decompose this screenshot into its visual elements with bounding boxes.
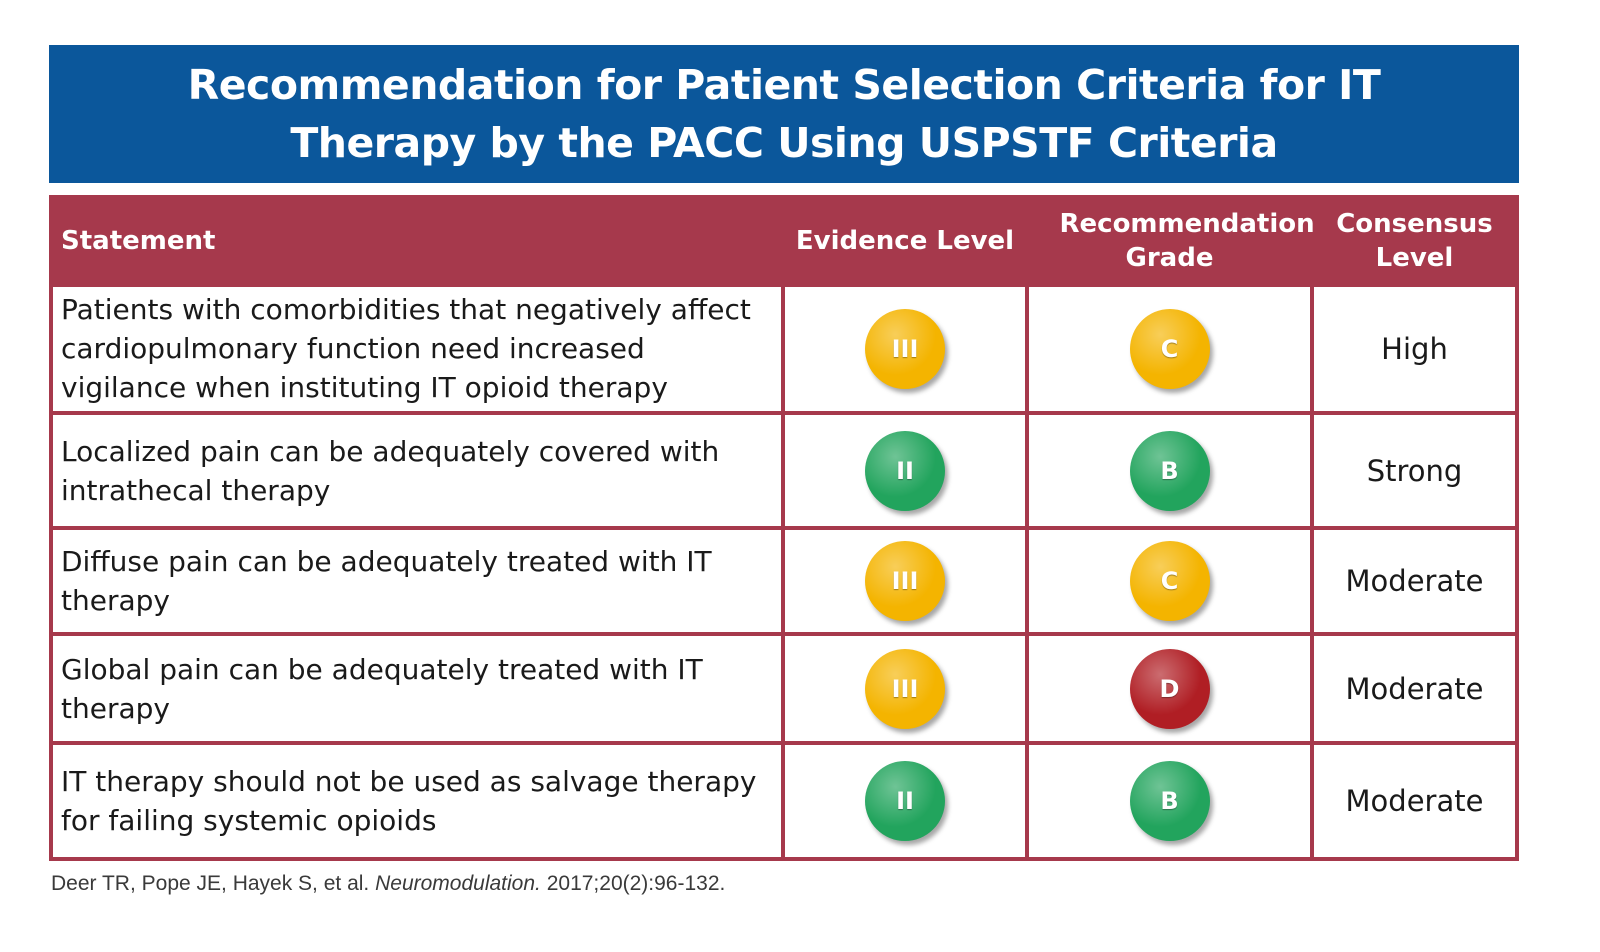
recommendation-grade-badge: C (1129, 308, 1210, 389)
table-row: Global pain can be adequately treated wi… (53, 635, 1515, 742)
table-row: Diffuse pain can be adequately treated w… (53, 530, 1515, 632)
grade-cell: B (1029, 414, 1310, 527)
table-row: Patients with comorbidities that negativ… (53, 287, 1515, 411)
citation-details: 2017;20(2):96-132. (546, 872, 726, 895)
statement-cell: IT therapy should not be used as salvage… (53, 745, 781, 857)
evidence-level-badge: III (865, 308, 945, 389)
citation-authors: Deer TR, Pope JE, Hayek S, et al. (51, 872, 370, 895)
table-header-row: Statement Evidence Level Recommendation … (53, 199, 1515, 283)
statement-cell: Global pain can be adequately treated wi… (53, 635, 781, 742)
header-recommendation-grade-label: Recommendation Grade (1059, 209, 1315, 273)
recommendation-grade-badge: D (1129, 648, 1210, 729)
slide-title: Recommendation for Patient Selection Cri… (187, 61, 1381, 167)
recommendation-table: Statement Evidence Level Recommendation … (49, 195, 1519, 861)
header-evidence-level: Evidence Level (795, 226, 1015, 256)
citation-journal: Neuromodulation. (375, 872, 541, 895)
grade-cell: D (1029, 635, 1310, 742)
grade-cell: C (1029, 530, 1310, 632)
consensus-cell: Moderate (1314, 530, 1515, 632)
evidence-level-badge: III (865, 648, 945, 729)
evidence-cell: II (785, 414, 1025, 527)
consensus-cell: High (1314, 287, 1515, 411)
title-banner: Recommendation for Patient Selection Cri… (49, 45, 1519, 183)
header-recommendation-grade: Recommendation Grade (1029, 199, 1315, 283)
recommendation-grade-badge: B (1129, 430, 1210, 511)
header-consensus-level-label: Consensus Level (1336, 209, 1493, 273)
grade-cell: C (1029, 287, 1310, 411)
table-row: Localized pain can be adequately covered… (53, 414, 1515, 527)
citation: Deer TR, Pope JE, Hayek S, et al. Neurom… (51, 872, 725, 896)
consensus-cell: Moderate (1314, 745, 1515, 857)
evidence-cell: III (785, 287, 1025, 411)
evidence-level-badge: II (865, 761, 945, 842)
statement-cell: Diffuse pain can be adequately treated w… (53, 530, 781, 632)
grade-cell: B (1029, 745, 1310, 857)
evidence-cell: III (785, 530, 1025, 632)
statement-cell: Patients with comorbidities that negativ… (53, 287, 781, 411)
evidence-cell: II (785, 745, 1025, 857)
recommendation-table-frame: Statement Evidence Level Recommendation … (49, 195, 1519, 861)
statement-cell: Localized pain can be adequately covered… (53, 414, 781, 527)
evidence-level-badge: III (865, 541, 945, 622)
consensus-cell: Strong (1314, 414, 1515, 527)
table-row: IT therapy should not be used as salvage… (53, 745, 1515, 857)
evidence-cell: III (785, 635, 1025, 742)
consensus-cell: Moderate (1314, 635, 1515, 742)
recommendation-grade-badge: B (1129, 761, 1210, 842)
header-consensus-level: Consensus Level (1314, 199, 1515, 283)
evidence-level-badge: II (865, 430, 945, 511)
header-statement: Statement (61, 226, 216, 256)
recommendation-grade-badge: C (1129, 541, 1210, 622)
